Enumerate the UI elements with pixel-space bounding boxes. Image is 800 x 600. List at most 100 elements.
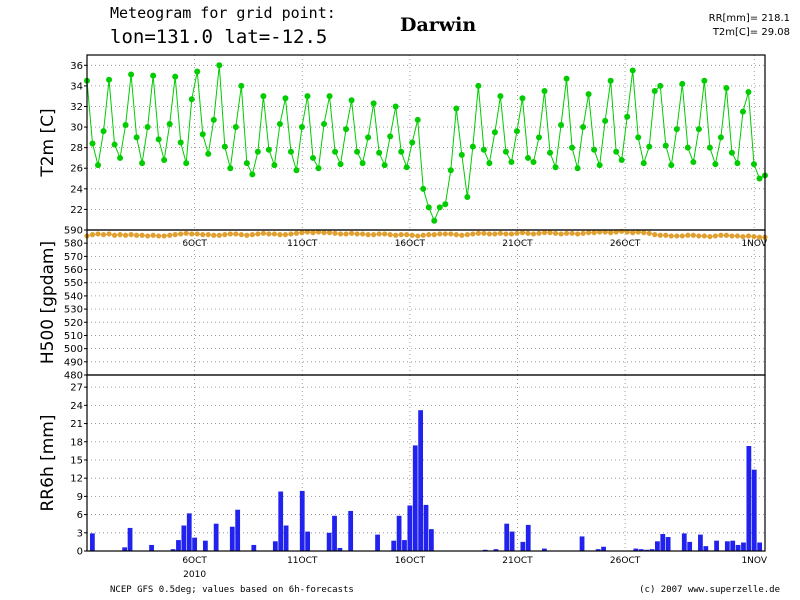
t2m-point [221,143,228,150]
rr-bar [660,534,666,551]
t2m-point [530,159,537,166]
h500-point [409,232,415,238]
t2m-point [635,134,642,141]
y-tick-label: 480 [64,371,83,382]
rr-bar [170,549,176,551]
rr-bar [520,541,526,551]
h500-point [674,233,680,239]
rr-bar [235,509,241,551]
x-tick-label: 1NOV [741,239,767,249]
t2m-point [310,154,316,161]
h500-point [282,232,289,238]
t2m-point [298,124,305,131]
rr-bar [396,515,402,551]
t2m-point [447,167,454,174]
h500-point [304,229,311,235]
t2m-point [756,175,763,182]
h500-point [420,232,426,238]
t2m-point [701,77,708,84]
t2m-point [552,164,559,171]
t2m-point [260,93,267,100]
t2m-point [596,162,603,169]
t2m-point [387,133,394,140]
h500-point [574,231,581,237]
h500-point [183,230,189,236]
h500-point [89,232,96,238]
x-tick-label: 26OCT [610,556,641,566]
rr-bar [724,541,730,551]
rr-bar [601,546,606,551]
t2m-point [128,71,135,78]
h500-point [756,234,763,240]
rr-bar [746,446,752,551]
rr-bar [579,536,585,551]
y-tick-label: 34 [70,81,83,92]
rr-bar [89,533,95,551]
t2m-point [491,129,498,136]
t2m-point [717,134,724,141]
footer-source: NCEP GFS 0.5deg; values based on 6h-fore… [110,585,354,595]
t2m-point [684,144,691,151]
t2m-point [673,126,680,133]
h500-point [222,232,228,238]
h500-point [448,231,454,237]
t2m-point [271,162,278,169]
h500-point [266,231,272,237]
h500-point [167,232,173,238]
rr-bar [423,504,429,551]
rr-bar [391,540,397,551]
h500-point [216,232,222,238]
h500-point [740,233,746,240]
rr-bar [213,523,219,551]
x-tick-label: 11OCT [287,556,318,566]
t2m-point [293,167,300,174]
rr-bar [714,540,719,551]
t2m-point [602,117,609,124]
h500-point [326,230,333,236]
t2m-point [739,108,746,115]
h500-point [547,230,553,236]
t2m-mean-stat: T2m[C]= 29.08 [712,27,790,38]
t2m-point [210,116,217,123]
t2m-point [618,157,625,163]
h500-point [398,232,404,238]
t2m-point [690,159,697,166]
t2m-point [139,160,146,167]
t2m-point [668,162,675,169]
h500-point [106,231,112,237]
t2m-point [486,160,493,167]
t2m-point [238,82,245,89]
h500-point [332,230,338,236]
t2m-point [519,95,526,102]
t2m-point [117,154,124,161]
t2m-point [453,105,460,112]
h500-point [558,231,564,237]
t2m-point [403,164,410,171]
t2m-point [150,72,157,79]
h500-point [365,232,371,238]
h500-point [431,232,437,238]
h500-point [514,230,520,236]
t2m-point [734,160,741,167]
h500-point [613,229,619,235]
h500-point [652,232,658,238]
rr-bar [665,537,671,551]
h500-point [453,232,459,238]
h500-point [415,233,421,239]
h500-point [371,232,377,238]
y-tick-label: 490 [64,357,83,368]
rr-bar [402,540,407,551]
t2m-point [480,146,487,153]
rr-bar [698,534,703,551]
h500-point [497,230,504,236]
t2m-point [183,160,190,167]
h500-point [288,231,294,237]
h500-point [718,232,724,238]
h500-point [161,233,167,239]
t2m-point [569,144,576,151]
t2m-point [106,76,113,83]
rr-bar [504,523,510,551]
t2m-point [464,194,471,201]
h500-point [194,231,200,237]
